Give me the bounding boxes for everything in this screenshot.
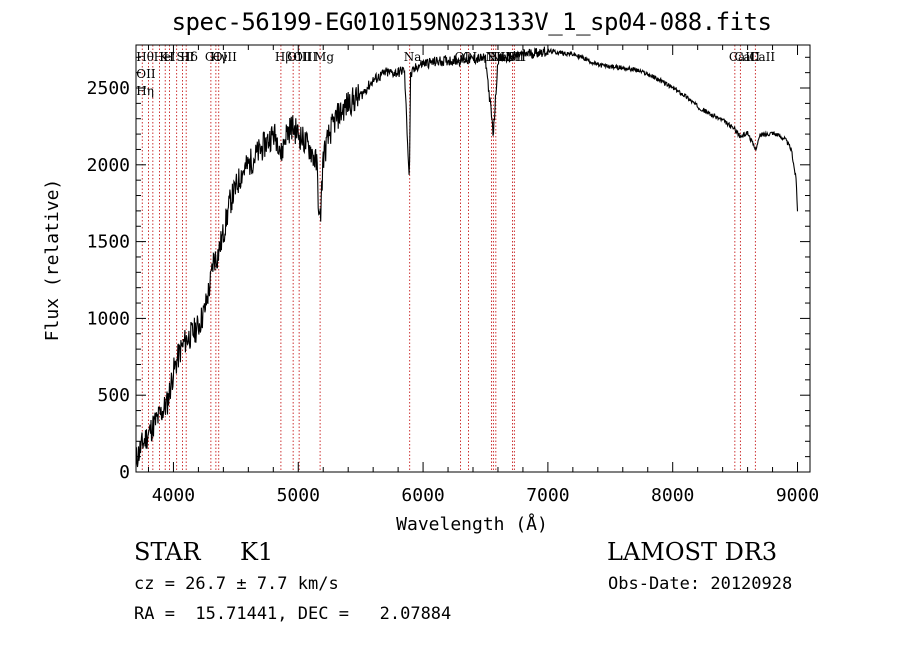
line-label: K [159, 50, 169, 64]
x-axis: 4000 5000 6000 7000 8000 9000 [147, 45, 819, 506]
y-tick-label: 1500 [87, 232, 130, 253]
line-label: I [171, 50, 176, 64]
line-label: OIII [213, 50, 237, 64]
chart-title: spec-56199-EG010159N023133V_1_sp04-088.f… [171, 8, 772, 36]
line-label: OII [136, 67, 156, 81]
emission-line-markers [141, 45, 756, 472]
x-tick-label: 6000 [401, 485, 444, 506]
line-label: He [154, 50, 172, 64]
flux-series-line [135, 46, 799, 468]
ra-dec-coordinates: RA = 15.71441, DEC = 2.07884 [134, 604, 452, 624]
line-label: Hγ [210, 50, 228, 64]
observation-date: Obs-Date: 20120928 [608, 574, 793, 594]
x-tick-label: 4000 [152, 485, 195, 506]
x-tick-label: 5000 [277, 485, 320, 506]
line-label: OIII [293, 50, 317, 64]
line-label: Hη [136, 84, 154, 98]
line-label: CaII [729, 50, 755, 64]
y-axis-label: Flux (relative) [42, 179, 63, 342]
x-tick-label: 9000 [776, 485, 819, 506]
x-axis-label: Wavelength (Å) [396, 513, 548, 535]
line-label: Hδ [180, 50, 198, 64]
line-label: H [163, 50, 173, 64]
line-label: Mg [314, 50, 334, 64]
line-label: CaII [734, 50, 760, 64]
object-class: STAR [134, 538, 201, 566]
survey-name: LAMOST DR3 [607, 538, 778, 566]
line-label: Hθ [136, 50, 154, 64]
plot-frame [135, 44, 811, 473]
object-subclass: K1 [240, 538, 274, 566]
redshift-cz: cz = 26.7 ± 7.7 km/s [134, 574, 339, 594]
line-label: Hβ [275, 50, 292, 64]
y-tick-label: 500 [97, 385, 130, 406]
x-tick-label: 8000 [651, 485, 694, 506]
line-label: OIII [287, 50, 311, 64]
y-tick-label: 2000 [87, 155, 130, 176]
line-label: Na [404, 50, 422, 64]
y-tick-label: 0 [119, 462, 130, 483]
line-label: CaII [749, 50, 775, 64]
y-tick-label: 1000 [87, 308, 130, 329]
y-tick-label: 2500 [87, 78, 130, 99]
x-tick-label: 7000 [526, 485, 569, 506]
y-axis: 0 500 1000 1500 2000 2500 [87, 56, 810, 483]
line-label: SII [176, 50, 194, 64]
line-label: G [205, 50, 215, 64]
